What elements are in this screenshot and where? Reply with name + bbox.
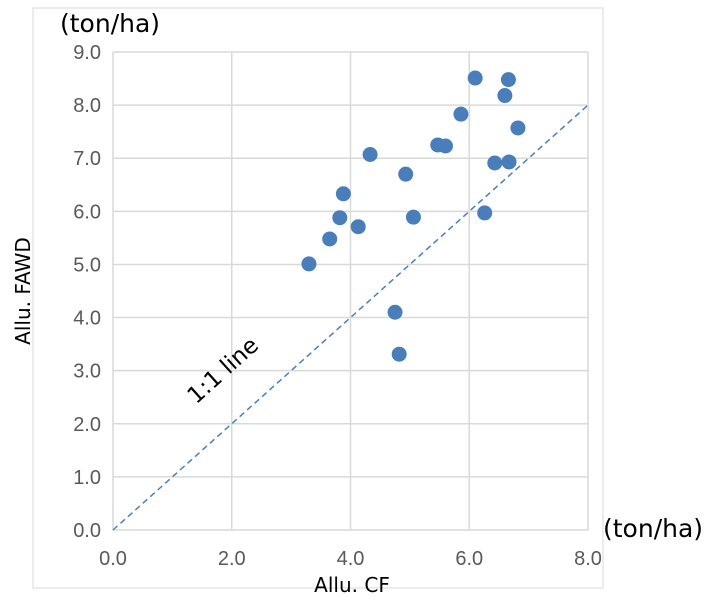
y-tick-label: 5.0: [73, 254, 101, 276]
x-tick-label: 0.0: [99, 548, 127, 570]
data-point: [398, 166, 414, 182]
data-point: [350, 219, 366, 235]
data-point: [477, 205, 493, 221]
x-tick-labels: 0.0 2.0 4.0 6.0 8.0: [99, 548, 602, 570]
x-tick-label: 2.0: [218, 548, 246, 570]
chart-area-border: [32, 7, 604, 589]
data-point: [332, 210, 348, 226]
data-point: [497, 88, 513, 104]
x-tick-label: 4.0: [337, 548, 365, 570]
y-tick-label: 4.0: [73, 308, 101, 330]
y-axis-title: Allu. FAWD: [11, 237, 35, 345]
data-point: [501, 154, 517, 170]
one-to-one-line: [112, 104, 589, 531]
data-point: [301, 256, 317, 272]
x-axis-unit: (ton/ha): [603, 514, 703, 543]
data-point: [500, 72, 516, 88]
x-tick-label: 6.0: [455, 548, 483, 570]
y-axis-unit: (ton/ha): [60, 9, 160, 38]
data-point: [438, 138, 453, 154]
data-point: [487, 155, 503, 171]
data-point: [467, 70, 483, 86]
data-point: [322, 231, 338, 247]
reference-line-group: [112, 104, 589, 531]
y-tick-label: 8.0: [73, 95, 101, 117]
y-tick-label: 2.0: [73, 414, 101, 436]
data-point: [387, 304, 403, 320]
gridlines: [112, 51, 589, 531]
y-tick-label: 7.0: [73, 148, 101, 170]
data-point: [453, 106, 469, 122]
x-tick-label: 8.0: [574, 548, 602, 570]
y-tick-labels: 0.0 1.0 2.0 3.0 4.0 5.0 6.0 7.0 8.0 9.0: [73, 42, 101, 542]
data-point: [510, 120, 526, 136]
y-tick-label: 9.0: [73, 42, 101, 64]
data-point: [391, 346, 407, 362]
data-point: [405, 209, 421, 225]
data-point: [335, 186, 351, 202]
y-tick-label: 0.0: [73, 520, 101, 542]
data-points: [301, 70, 526, 362]
y-tick-label: 3.0: [73, 361, 101, 383]
y-tick-label: 6.0: [73, 201, 101, 223]
x-axis-title: Allu. CF: [314, 573, 390, 597]
data-point: [362, 147, 378, 163]
y-tick-label: 1.0: [73, 467, 101, 489]
